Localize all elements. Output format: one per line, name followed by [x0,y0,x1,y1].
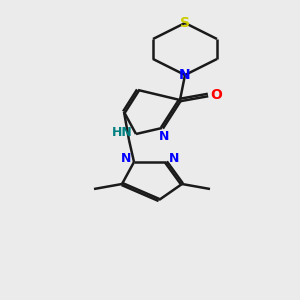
Text: HN: HN [112,125,132,139]
Text: S: S [180,16,190,30]
Text: N: N [121,152,131,164]
Text: N: N [159,130,169,142]
Text: O: O [210,88,222,102]
Text: N: N [169,152,179,164]
Text: N: N [179,68,191,82]
